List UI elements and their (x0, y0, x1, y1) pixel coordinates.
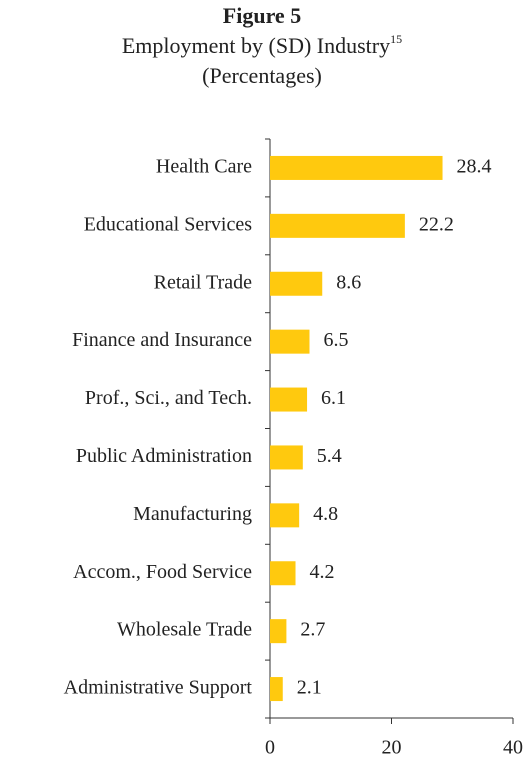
value-label: 28.4 (457, 156, 492, 178)
y-tick-label: Accom., Food Service (73, 561, 252, 583)
value-label: 8.6 (336, 271, 361, 293)
bar (270, 271, 323, 296)
bar (270, 155, 443, 180)
chart-subtitle: Employment by (SD) Industry15 (122, 32, 402, 58)
x-tick-label: 40 (503, 737, 523, 759)
y-tick-label: Educational Services (84, 213, 252, 235)
x-tick-label: 20 (382, 737, 402, 759)
y-tick-label: Wholesale Trade (117, 619, 252, 641)
y-tick-label: Finance and Insurance (72, 329, 252, 351)
chart-title: Figure 5 (223, 3, 301, 28)
value-label: 2.1 (297, 677, 322, 699)
y-tick-label: Prof., Sci., and Tech. (85, 387, 252, 409)
y-tick-label: Retail Trade (154, 271, 252, 293)
bar (270, 213, 405, 238)
bar (270, 561, 296, 586)
value-label: 4.8 (313, 503, 338, 525)
units-label: (Percentages) (202, 63, 322, 88)
y-tick-label: Administrative Support (64, 677, 253, 699)
bar (270, 329, 310, 354)
bar (270, 677, 283, 702)
x-tick-label: 0 (265, 737, 275, 759)
bar (270, 619, 287, 644)
value-label: 22.2 (419, 213, 454, 235)
value-label: 4.2 (310, 561, 335, 583)
y-tick-label: Manufacturing (133, 503, 252, 525)
subtitle-text: Employment by (SD) Industry (122, 33, 390, 58)
y-tick-label: Health Care (156, 156, 252, 178)
value-label: 6.5 (323, 329, 348, 351)
value-label: 6.1 (321, 387, 346, 409)
bar (270, 387, 308, 412)
y-tick-label: Public Administration (76, 445, 252, 467)
bar (270, 503, 300, 528)
bar (270, 445, 303, 470)
footnote-ref: 15 (390, 32, 402, 46)
value-label: 5.4 (317, 445, 342, 467)
value-label: 2.7 (300, 619, 325, 641)
